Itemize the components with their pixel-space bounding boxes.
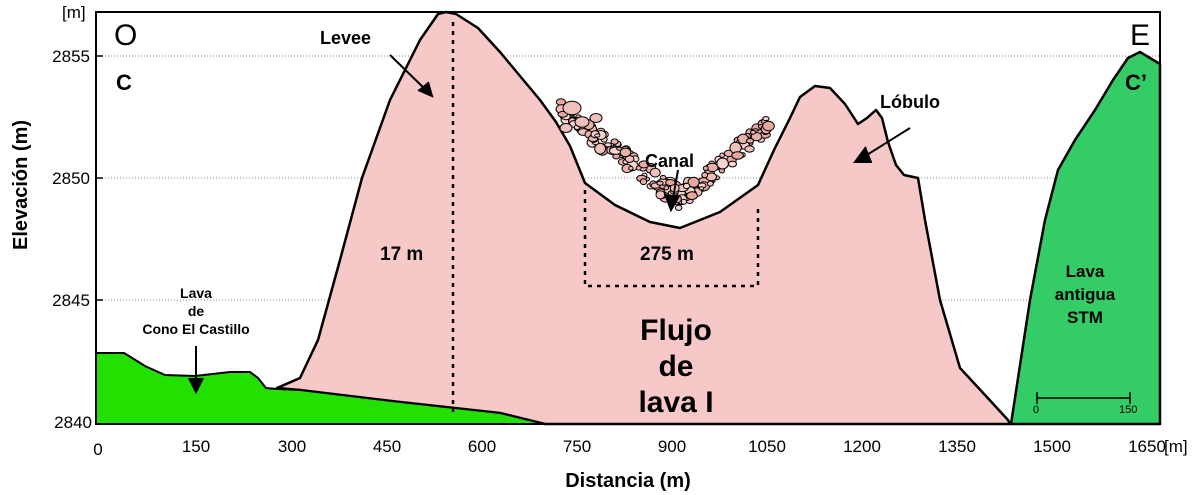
rubble-block [639,178,648,186]
scale-bar-start: 0 [1033,404,1039,416]
width-label: 275 m [640,244,694,265]
canal-label: Canal [645,151,694,171]
rubble-block [731,151,744,160]
y-axis-title: Elevación (m) [10,120,32,250]
y-tick-2845: 2845 [52,291,90,310]
y-tick-labels: 2855 2850 2845 2840 [m] [52,3,92,432]
flow-label-line3: lava I [638,386,713,419]
levee-label: Levee [320,28,371,48]
scale-bar-end: 150 [1119,404,1137,416]
rubble-block [655,190,666,200]
x-tick-150: 150 [182,437,210,456]
rubble-block [762,116,770,122]
rubble-block [702,165,709,172]
x-tick-0: 0 [93,440,102,459]
rubble-block [562,100,582,116]
y-tick-2840: 2840 [54,413,92,432]
rubble-block [680,198,688,205]
rubble-block [663,185,670,191]
x-tick-900: 900 [658,437,686,456]
rubble-block [744,145,755,153]
rubble-block [750,129,757,135]
rubble-block [728,160,737,168]
rubble-block [687,176,700,188]
flow-label-line1: Flujo [640,314,712,347]
x-tick-1350: 1350 [938,437,976,456]
castillo-label-line2: de [188,303,205,319]
rubble-block [619,147,632,158]
lobulo-label: Lóbulo [880,92,940,112]
rubble-block [701,171,709,179]
rubble-block [604,142,612,148]
lava-flow-body [275,10,1012,426]
levee-arrow [389,54,429,93]
stm-label-line2: antigua [1055,285,1116,304]
rubble-block [665,179,676,186]
canal-width-bracket [583,190,760,288]
y-tick-2855: 2855 [52,47,90,66]
height-label: 17 m [380,244,423,265]
rubble-block [716,157,729,170]
castillo-label-line3: Cono El Castillo [142,321,249,337]
x-tick-1200: 1200 [843,437,881,456]
x-tick-600: 600 [468,437,496,456]
rubble-block [628,165,634,171]
rubble-block [698,186,705,191]
scale-bar [1036,392,1131,404]
x-tick-750: 750 [563,437,591,456]
rubble-block [719,152,725,158]
measurement-lines [451,22,760,412]
rubble-block [574,116,590,128]
stm-label-line1: Lava [1066,262,1105,281]
rubble-block [746,138,755,144]
y-tick-2850: 2850 [52,169,90,188]
arrows [188,54,911,395]
x-axis-title: Distancia (m) [565,470,691,492]
tick-marks [96,55,103,301]
west-label: O [114,19,137,52]
plot-frame [95,11,1161,425]
rubble-block [649,167,661,178]
x-unit: [m] [1164,437,1188,456]
rubble-block [589,113,603,123]
section-start-label: C [116,70,132,95]
rubble-block [594,133,601,138]
rubble-block [762,120,775,132]
rubble-block [686,191,698,201]
x-tick-1650: 1650 [1128,437,1166,456]
east-label: E [1130,19,1150,52]
castillo-label-line1: Lava [180,285,212,301]
rubble-block [706,180,714,187]
flow-label-line2: de [658,350,693,383]
x-tick-450: 450 [373,437,401,456]
stm-lava [1009,50,1162,426]
rubble-block [659,175,667,180]
rubble-block [656,180,664,186]
lobulo-arrow [861,127,911,159]
section-end-label: C’ [1125,70,1147,95]
rubble-block [610,138,619,145]
x-tick-1500: 1500 [1033,437,1071,456]
rubble-block [638,160,650,169]
x-tick-labels: 0 150 300 450 600 750 900 1050 1200 1350… [93,437,1187,459]
x-tick-1050: 1050 [748,437,786,456]
rubble-block [682,182,691,190]
rubble-block [559,123,573,133]
rubble-block [674,204,683,211]
y-unit: [m] [62,3,86,22]
castillo-lava [95,352,546,425]
stm-label-line3: STM [1067,308,1103,327]
rubble-block [594,142,606,155]
x-tick-300: 300 [278,437,306,456]
